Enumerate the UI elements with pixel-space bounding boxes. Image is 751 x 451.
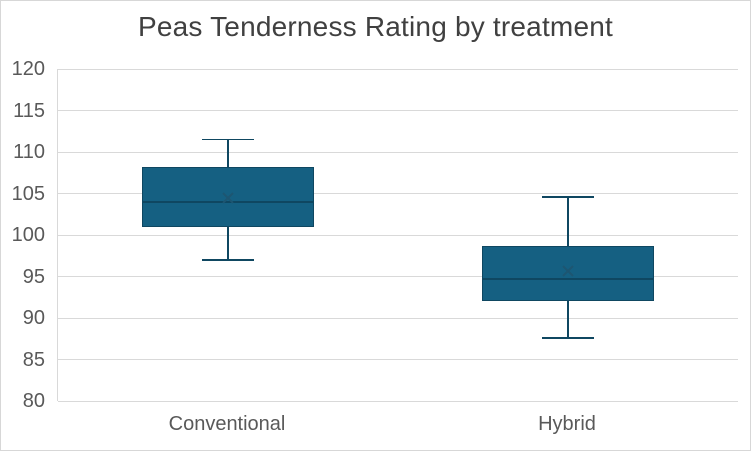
gridline xyxy=(58,110,738,111)
upper-whisker-line xyxy=(227,139,229,167)
y-tick-label: 95 xyxy=(22,265,45,288)
y-tick-label: 110 xyxy=(13,141,45,163)
plot-area xyxy=(57,68,738,402)
gridline xyxy=(58,193,738,194)
mean-marker-icon xyxy=(563,266,573,276)
y-tick-label: 90 xyxy=(22,307,45,329)
x-category-label: Hybrid xyxy=(538,413,596,435)
upper-whisker-line xyxy=(567,196,569,246)
x-category-label: Conventional xyxy=(168,413,286,435)
y-tick-label: 85 xyxy=(22,348,45,371)
gridline xyxy=(58,317,738,319)
mean-marker-icon xyxy=(223,193,233,203)
y-tick-label: 100 xyxy=(11,224,45,246)
upper-whisker-cap xyxy=(542,196,594,198)
gridline xyxy=(58,400,738,402)
gridline xyxy=(58,151,738,153)
y-tick-label: 120 xyxy=(11,58,45,80)
y-tick-label: 115 xyxy=(13,99,45,122)
upper-whisker-cap xyxy=(202,138,254,141)
gridline xyxy=(58,68,738,70)
gridline xyxy=(58,234,738,236)
lower-whisker-line xyxy=(567,301,569,338)
median-line xyxy=(482,278,654,280)
lower-whisker-line xyxy=(227,226,229,260)
chart-title: Peas Tenderness Rating by treatment xyxy=(138,11,613,42)
gridline xyxy=(58,276,738,277)
lower-whisker-cap xyxy=(202,259,254,261)
y-tick-label: 105 xyxy=(11,182,45,205)
gridline xyxy=(58,359,738,360)
y-tick-label: 80 xyxy=(22,390,45,412)
lower-whisker-cap xyxy=(542,337,594,339)
